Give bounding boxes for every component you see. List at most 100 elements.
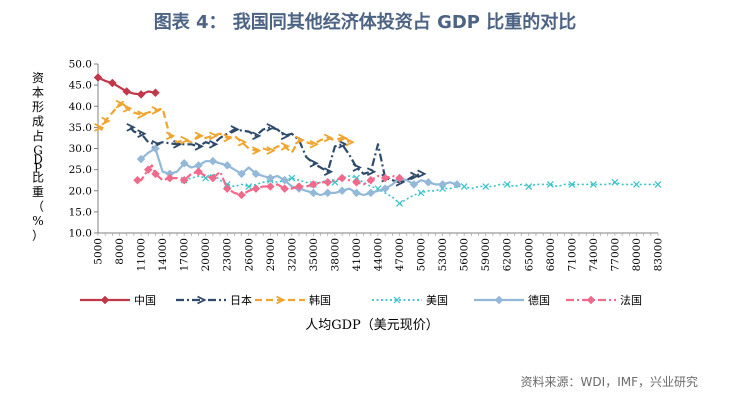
data-point <box>151 88 160 98</box>
legend-label: 韩国 <box>309 293 331 307</box>
data-point <box>251 169 261 179</box>
data-point <box>323 133 334 143</box>
data-point <box>396 200 403 207</box>
data-point <box>165 173 175 183</box>
x-tick-label: 68000 <box>545 238 557 271</box>
data-point <box>409 171 420 181</box>
data-point <box>352 177 361 187</box>
data-point <box>417 169 427 179</box>
legend-label: 中国 <box>134 294 156 307</box>
data-point <box>133 175 142 185</box>
chart-title: 图表 4： 我国同其他经济体投资占 GDP 比重的对比 <box>153 12 577 33</box>
y-axis-label-char: 本 <box>32 86 44 100</box>
y-tick-label: 40.0 <box>69 101 92 113</box>
y-tick-label: 25.0 <box>69 164 92 176</box>
x-tick-label: 17000 <box>179 238 191 271</box>
data-point <box>266 146 276 155</box>
data-point <box>237 169 246 179</box>
data-point <box>237 190 246 200</box>
data-point <box>223 133 233 143</box>
data-point <box>337 186 347 196</box>
x-tick-label: 41000 <box>351 238 363 271</box>
legend-item-0: 中国 <box>80 294 156 307</box>
data-point <box>323 167 334 177</box>
data-point <box>482 183 490 190</box>
x-tick-label: 23000 <box>222 238 234 271</box>
x-tick-label: 53000 <box>437 238 449 271</box>
data-point <box>137 110 147 120</box>
data-point <box>252 131 262 141</box>
series-line <box>183 173 658 205</box>
data-point <box>380 173 390 183</box>
data-point <box>503 180 511 188</box>
y-axis: 10.0 15.0 20.0 25.0 30.0 35.0 40.0 45.0 50.0 <box>69 59 99 240</box>
data-point <box>151 144 160 153</box>
legend-item-2: 韩国 <box>255 293 331 307</box>
data-point <box>208 131 219 141</box>
data-point <box>179 158 189 168</box>
y-tick-label: 35.0 <box>69 122 92 134</box>
y-tick-label: 20.0 <box>69 185 92 197</box>
legend-item-3: 美国 <box>372 294 448 307</box>
data-point <box>309 158 319 168</box>
data-point <box>352 188 361 198</box>
legend-marker <box>393 296 401 304</box>
data-point <box>423 177 433 187</box>
data-point <box>266 123 276 132</box>
data-point <box>94 123 104 132</box>
data-point <box>409 180 419 189</box>
legend-label: 美国 <box>426 294 448 307</box>
y-axis-label-char: 成 <box>32 115 44 129</box>
x-tick-label: 20000 <box>200 238 212 271</box>
data-point <box>151 106 161 115</box>
y-axis-label-char: 形 <box>32 100 44 114</box>
x-tick-label: 35000 <box>308 238 320 271</box>
data-point <box>460 183 468 190</box>
x-tick-label: 62000 <box>502 238 514 271</box>
data-point <box>180 135 190 145</box>
y-tick-label: 30.0 <box>69 143 92 155</box>
data-point <box>136 154 146 164</box>
data-point <box>452 180 462 189</box>
x-tick-label: 47000 <box>394 238 406 271</box>
data-point <box>295 135 305 145</box>
x-tick-label: 71000 <box>566 238 578 271</box>
x-tick-label: 83000 <box>653 238 665 271</box>
x-tick-label: 74000 <box>588 238 600 271</box>
data-point <box>323 188 333 198</box>
data-point <box>194 142 205 151</box>
y-axis-label-char: G <box>33 144 43 158</box>
data-point <box>208 139 219 149</box>
data-point <box>252 146 262 155</box>
x-tick-label: 26000 <box>243 238 255 271</box>
data-point <box>309 188 318 198</box>
data-point <box>309 139 319 149</box>
data-point <box>280 142 291 151</box>
x-tick-label: 59000 <box>480 238 492 271</box>
data-point <box>366 188 376 198</box>
data-point <box>352 163 362 172</box>
data-point <box>345 137 355 147</box>
data-point <box>194 131 205 141</box>
x-tick-label: 65000 <box>523 238 535 271</box>
data-point <box>115 99 126 109</box>
y-axis-label-char: ） <box>32 229 44 243</box>
data-point <box>338 139 348 149</box>
x-tick-label: 8000 <box>114 238 126 265</box>
y-tick-label: 50.0 <box>69 59 92 71</box>
data-point <box>265 182 275 191</box>
data-point <box>568 180 576 188</box>
y-axis-label-char: P <box>34 162 42 176</box>
data-point <box>93 73 103 82</box>
legend-item-4: 德国 <box>474 293 550 307</box>
y-tick-label: 45.0 <box>69 80 92 92</box>
data-point <box>337 173 347 183</box>
data-point <box>417 189 425 197</box>
data-point <box>245 183 253 190</box>
legend-item-1: 日本 <box>176 293 252 307</box>
y-tick-label: 15.0 <box>69 206 92 218</box>
data-point <box>237 137 248 147</box>
series-5 <box>133 164 404 200</box>
y-axis-label-char: 重 <box>32 185 44 199</box>
